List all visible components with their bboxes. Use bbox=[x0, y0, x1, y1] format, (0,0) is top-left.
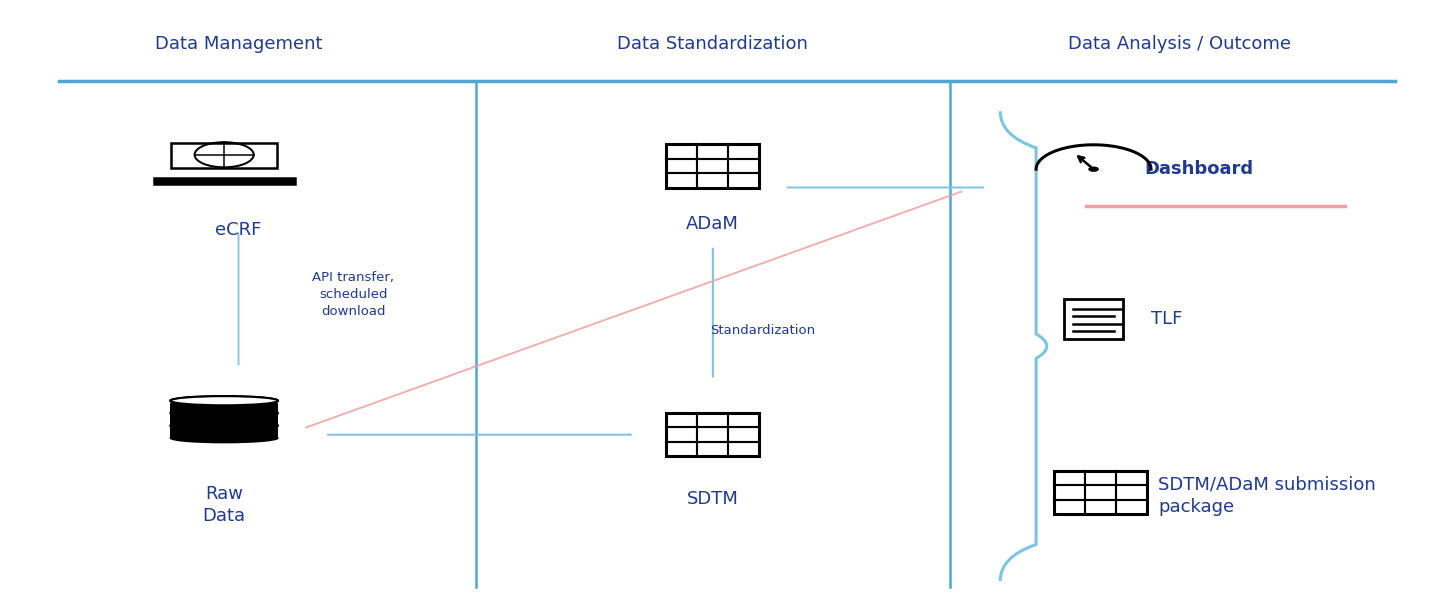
Text: TLF: TLF bbox=[1151, 310, 1182, 328]
FancyBboxPatch shape bbox=[1064, 299, 1123, 339]
Ellipse shape bbox=[170, 396, 278, 405]
Text: SDTM: SDTM bbox=[687, 490, 739, 508]
Text: Data Standardization: Data Standardization bbox=[618, 35, 808, 53]
FancyBboxPatch shape bbox=[170, 403, 278, 437]
Text: API transfer,
scheduled
download: API transfer, scheduled download bbox=[312, 271, 395, 318]
Ellipse shape bbox=[170, 433, 278, 443]
FancyBboxPatch shape bbox=[154, 178, 295, 185]
FancyBboxPatch shape bbox=[667, 413, 759, 457]
Circle shape bbox=[1089, 167, 1099, 171]
Ellipse shape bbox=[170, 396, 278, 405]
Ellipse shape bbox=[170, 421, 278, 430]
Text: Raw
Data: Raw Data bbox=[203, 485, 246, 525]
Ellipse shape bbox=[170, 421, 278, 430]
Text: Data Analysis / Outcome: Data Analysis / Outcome bbox=[1068, 35, 1292, 53]
Ellipse shape bbox=[170, 409, 278, 417]
Text: Dashboard: Dashboard bbox=[1143, 160, 1253, 178]
Ellipse shape bbox=[170, 409, 278, 417]
Text: ADaM: ADaM bbox=[687, 215, 739, 233]
Text: Standardization: Standardization bbox=[710, 324, 815, 337]
Text: Data Management: Data Management bbox=[154, 35, 323, 53]
Ellipse shape bbox=[170, 396, 278, 405]
Text: eCRF: eCRF bbox=[216, 221, 262, 239]
FancyBboxPatch shape bbox=[170, 425, 278, 438]
FancyBboxPatch shape bbox=[1054, 471, 1148, 514]
FancyBboxPatch shape bbox=[171, 143, 276, 168]
Text: SDTM/ADaM submission
package: SDTM/ADaM submission package bbox=[1158, 476, 1377, 516]
FancyBboxPatch shape bbox=[667, 144, 759, 188]
